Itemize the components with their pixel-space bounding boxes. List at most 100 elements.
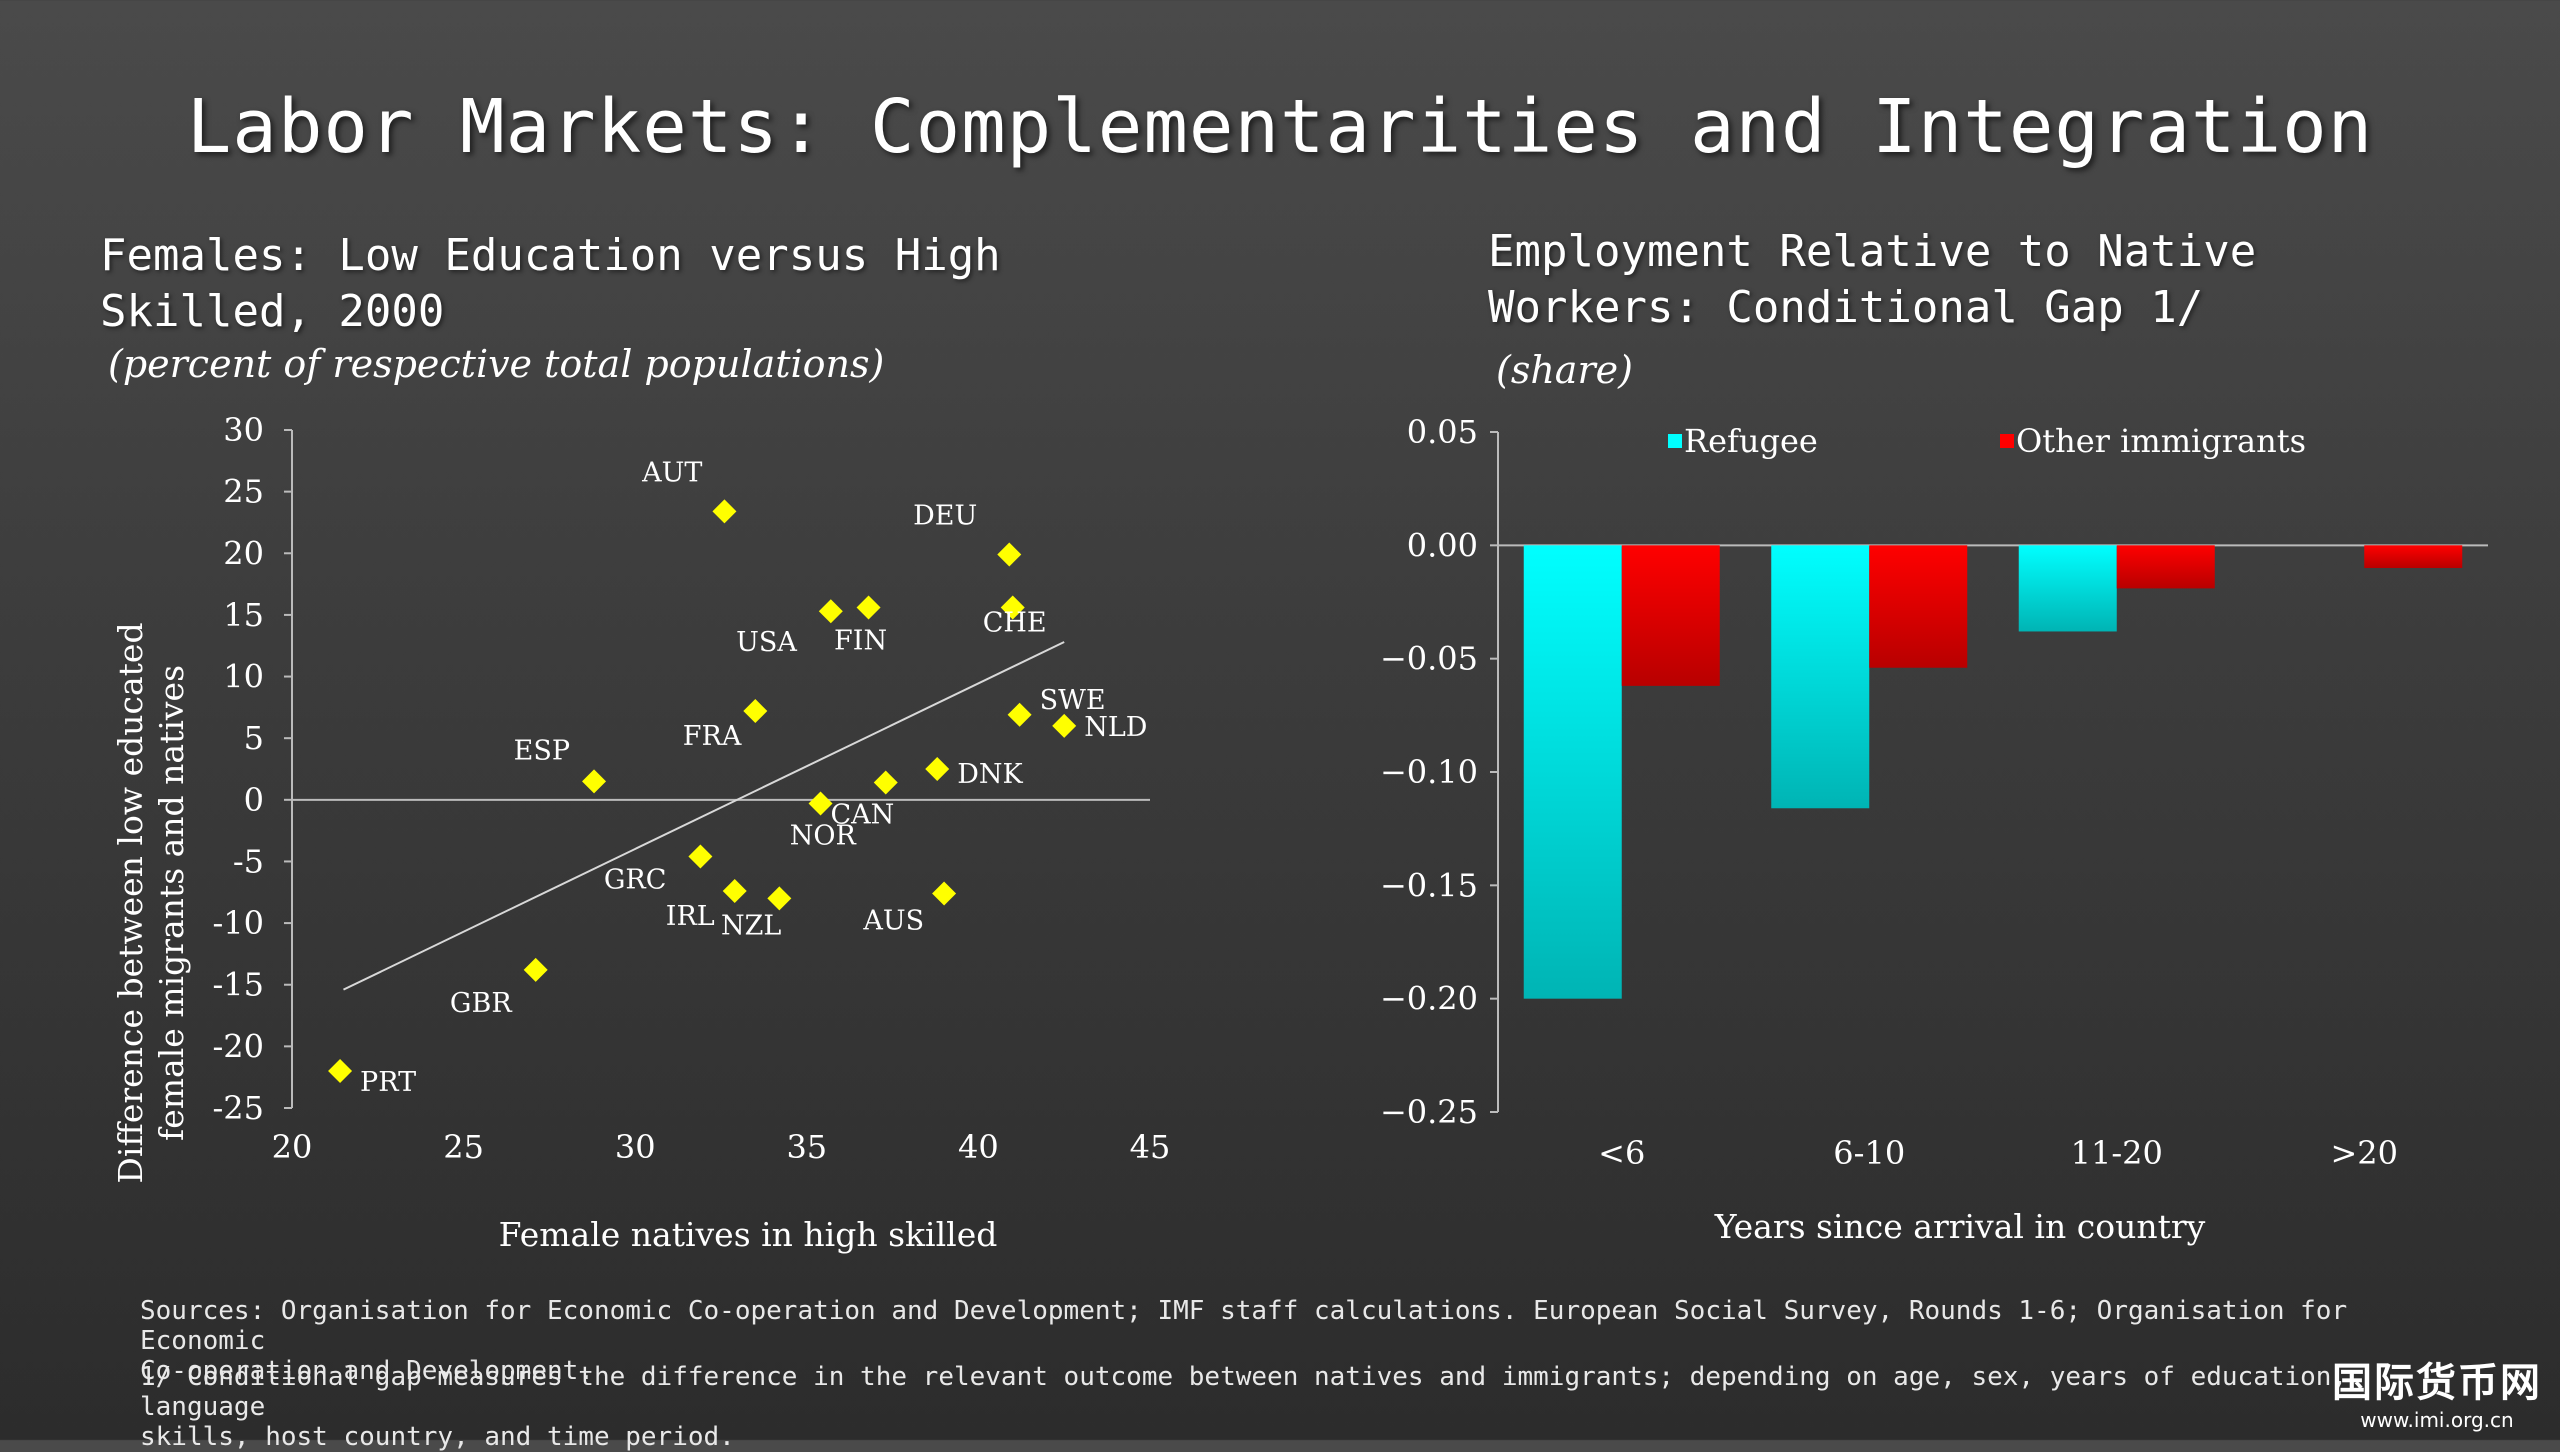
right-panel-subtitle: (share) bbox=[1496, 348, 1633, 392]
scatter-point-label-prt: PRT bbox=[360, 1067, 416, 1098]
scatter-point-nor bbox=[873, 770, 898, 795]
bar-y-tick-label: 0.05 bbox=[1407, 413, 1478, 451]
scatter-point-label-esp: ESP bbox=[514, 735, 570, 766]
bar-other-immigrants-1 bbox=[1869, 545, 1968, 668]
scatter-x-tick-label: 35 bbox=[786, 1128, 827, 1166]
scatter-point-label-nzl: NZL bbox=[721, 910, 781, 941]
bar-y-tick-label: −0.10 bbox=[1380, 753, 1478, 791]
watermark-url: www.imi.org.cn bbox=[2360, 1408, 2514, 1432]
page-title: Labor Markets: Complementarities and Int… bbox=[186, 84, 2374, 170]
scatter-point-can bbox=[808, 791, 833, 816]
scatter-y-axis-label-line2: female migrants and natives bbox=[152, 665, 191, 1141]
bar-x-axis-label: Years since arrival in country bbox=[1714, 1207, 2206, 1246]
footer-sources: Sources: Organisation for Economic Co-op… bbox=[140, 1296, 2480, 1386]
scatter-x-tick-label: 30 bbox=[615, 1128, 656, 1166]
note-line2: skills, host country, and time period. bbox=[140, 1422, 735, 1452]
scatter-point-label-swe: SWE bbox=[1040, 685, 1106, 716]
scatter-x-ticks: 20 25 30 35 40 45 bbox=[272, 1128, 1171, 1166]
bar-chart: 0.05 0.00 −0.05 −0.10 −0.15 −0.20 −0.25 <6 6-10… bbox=[1380, 413, 2488, 1246]
left-title-line2: Skilled, 2000 bbox=[100, 286, 445, 337]
bar-legend: Refugee Other immigrants bbox=[1668, 422, 2306, 460]
watermark-logo-text: 国际货币网 bbox=[2332, 1359, 2542, 1406]
scatter-y-tick-label: -15 bbox=[212, 966, 264, 1004]
scatter-y-tick-label: -25 bbox=[212, 1089, 264, 1127]
bar-axes bbox=[1497, 432, 2488, 1112]
scatter-point-dnk bbox=[925, 757, 950, 781]
scatter-y-tick-label: 0 bbox=[244, 781, 264, 819]
scatter-point-aus bbox=[932, 881, 957, 906]
legend-label-refugee: Refugee bbox=[1684, 422, 1818, 460]
sources-line2: Co-operation and Development. bbox=[140, 1356, 594, 1386]
scatter-y-tick-label: 5 bbox=[244, 719, 264, 757]
watermark: 国际货币网 www.imi.org.cn bbox=[2332, 1350, 2542, 1432]
legend-label-other-immigrants: Other immigrants bbox=[2016, 422, 2306, 460]
scatter-point-label-usa: USA bbox=[736, 627, 797, 658]
left-panel-title: Females: Low Education versus High Skill… bbox=[100, 228, 1001, 340]
scatter-point-label-fin: FIN bbox=[834, 626, 887, 657]
bar-y-tick-label: 0.00 bbox=[1407, 526, 1478, 564]
scatter-point-nzl bbox=[767, 886, 792, 911]
scatter-y-tick-label: -10 bbox=[212, 904, 264, 942]
bar-y-tick-label: −0.20 bbox=[1380, 980, 1478, 1018]
bar-refugee-2 bbox=[2018, 545, 2117, 632]
scatter-point-fra bbox=[743, 699, 768, 724]
scatter-point-prt bbox=[328, 1059, 353, 1084]
scatter-x-axis-label: Female natives in high skilled bbox=[499, 1215, 998, 1254]
scatter-point-grc bbox=[688, 844, 713, 869]
left-panel-subtitle: (percent of respective total populations… bbox=[108, 342, 885, 386]
bar-y-ticks: 0.05 0.00 −0.05 −0.10 −0.15 −0.20 −0.25 bbox=[1380, 413, 1498, 1131]
scatter-point-label-fra: FRA bbox=[683, 721, 742, 752]
right-title-line1: Employment Relative to Native bbox=[1488, 226, 2257, 277]
scatter-point-label-irl: IRL bbox=[666, 901, 715, 932]
bar-other-immigrants-2 bbox=[2116, 545, 2215, 589]
note-line1: 1/ Conditional gap measures the differen… bbox=[140, 1362, 2348, 1422]
scatter-point-label-aus: AUS bbox=[862, 906, 924, 937]
scatter-y-tick-label: 15 bbox=[223, 596, 264, 634]
bar-x-tick-label: >20 bbox=[2330, 1134, 2398, 1172]
scatter-point-label-che: CHE bbox=[983, 608, 1047, 639]
scatter-point-usa bbox=[818, 599, 843, 624]
scatter-y-axis-label-line1: Difference between low educated bbox=[111, 622, 150, 1183]
right-title-line2: Workers: Conditional Gap 1/ bbox=[1488, 282, 2204, 333]
bar-y-tick-label: −0.05 bbox=[1380, 640, 1478, 678]
scatter-y-tick-label: 25 bbox=[223, 473, 264, 511]
bar-other-immigrants-0 bbox=[1621, 545, 1720, 686]
legend-swatch-other-immigrants bbox=[2000, 434, 2014, 448]
scatter-trendline-group bbox=[343, 641, 1065, 991]
scatter-point-label-grc: GRC bbox=[604, 865, 667, 896]
sources-line1: Sources: Organisation for Economic Co-op… bbox=[140, 1296, 2348, 1356]
scatter-trendline bbox=[343, 641, 1065, 991]
bar-refugee-0 bbox=[1523, 545, 1622, 999]
bar-y-tick-label: −0.25 bbox=[1380, 1093, 1478, 1131]
scatter-y-ticks: 30 25 20 15 10 5 0 -5 -10 -15 -20 -25 bbox=[212, 411, 292, 1127]
scatter-y-tick-label: 20 bbox=[223, 534, 264, 572]
bar-x-tick-label: 11-20 bbox=[2071, 1134, 2163, 1172]
scatter-x-tick-label: 40 bbox=[958, 1128, 999, 1166]
scatter-point-esp bbox=[582, 769, 607, 794]
scatter-x-tick-label: 25 bbox=[443, 1128, 484, 1166]
legend-swatch-refugee bbox=[1668, 434, 1682, 448]
scatter-y-tick-label: 10 bbox=[223, 658, 264, 696]
bar-series bbox=[1523, 545, 2463, 999]
scatter-y-tick-label: -5 bbox=[233, 842, 264, 880]
scatter-x-tick-label: 20 bbox=[272, 1128, 313, 1166]
bar-other-immigrants-3 bbox=[2364, 545, 2463, 568]
scatter-point-aut bbox=[712, 499, 737, 524]
bar-x-tick-label: 6-10 bbox=[1833, 1134, 1905, 1172]
scatter-point-swe bbox=[1007, 702, 1032, 727]
scatter-point-fin bbox=[856, 595, 881, 620]
scatter-point-label-aut: AUT bbox=[641, 457, 702, 488]
scatter-point-label-nor: NOR bbox=[790, 821, 857, 852]
scatter-point-label-deu: DEU bbox=[913, 501, 977, 532]
scatter-y-tick-label: 30 bbox=[223, 411, 264, 449]
scatter-point-deu bbox=[997, 542, 1022, 567]
scatter-point-gbr bbox=[523, 957, 548, 982]
bar-refugee-1 bbox=[1771, 545, 1870, 809]
scatter-x-tick-label: 45 bbox=[1130, 1128, 1171, 1166]
scatter-point-label-nld: NLD bbox=[1084, 712, 1147, 743]
scatter-y-tick-label: -20 bbox=[212, 1027, 264, 1065]
bar-x-ticks: <6 6-10 11-20 >20 bbox=[1598, 1134, 2398, 1172]
bar-y-tick-label: −0.15 bbox=[1380, 866, 1478, 904]
scatter-axes bbox=[291, 430, 1150, 1108]
